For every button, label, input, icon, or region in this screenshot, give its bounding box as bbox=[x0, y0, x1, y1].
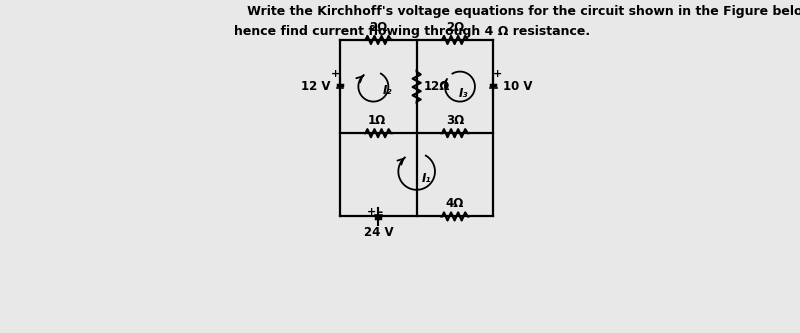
Text: 4Ω: 4Ω bbox=[446, 197, 464, 210]
Text: 24 V: 24 V bbox=[363, 226, 393, 239]
Text: 12Ω: 12Ω bbox=[424, 80, 450, 93]
Text: -: - bbox=[378, 205, 382, 219]
Text: +: + bbox=[493, 69, 502, 79]
Text: 2Ω: 2Ω bbox=[370, 21, 387, 34]
Text: +: + bbox=[366, 207, 376, 217]
Text: 3Ω: 3Ω bbox=[446, 114, 464, 127]
Text: Write the Kirchhoff's voltage equations for the circuit shown in the Figure belo: Write the Kirchhoff's voltage equations … bbox=[234, 5, 800, 18]
Text: I₂: I₂ bbox=[382, 84, 392, 97]
Text: I₃: I₃ bbox=[458, 87, 468, 100]
Text: 10 V: 10 V bbox=[502, 80, 532, 93]
Text: 2Ω: 2Ω bbox=[446, 21, 464, 34]
Text: hence find current flowing through 4 Ω resistance.: hence find current flowing through 4 Ω r… bbox=[234, 25, 590, 38]
Text: +: + bbox=[331, 69, 340, 79]
Text: 1Ω: 1Ω bbox=[367, 114, 386, 127]
Text: 12 V: 12 V bbox=[302, 80, 330, 93]
Text: I₁: I₁ bbox=[422, 171, 431, 185]
